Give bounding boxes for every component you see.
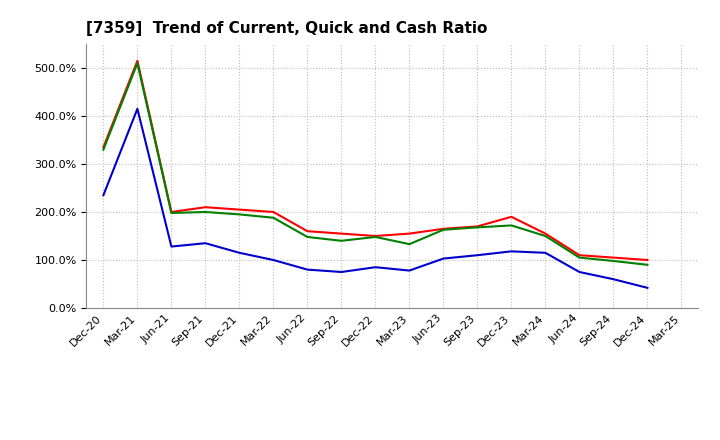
Current Ratio — [609, 255, 618, 260]
Cash Ratio — [507, 249, 516, 254]
Quick Ratio — [99, 147, 108, 152]
Cash Ratio — [439, 256, 448, 261]
Quick Ratio — [269, 215, 278, 220]
Line: Quick Ratio: Quick Ratio — [104, 63, 647, 265]
Current Ratio — [337, 231, 346, 236]
Quick Ratio — [575, 255, 584, 260]
Current Ratio — [473, 224, 482, 229]
Cash Ratio — [371, 264, 379, 270]
Cash Ratio — [99, 193, 108, 198]
Line: Current Ratio: Current Ratio — [104, 61, 647, 260]
Quick Ratio — [541, 233, 550, 238]
Cash Ratio — [643, 285, 652, 290]
Current Ratio — [507, 214, 516, 220]
Current Ratio — [643, 257, 652, 263]
Quick Ratio — [609, 258, 618, 264]
Quick Ratio — [405, 242, 414, 247]
Line: Cash Ratio: Cash Ratio — [104, 109, 647, 288]
Current Ratio — [371, 233, 379, 238]
Cash Ratio — [303, 267, 312, 272]
Current Ratio — [541, 231, 550, 236]
Current Ratio — [167, 209, 176, 215]
Current Ratio — [575, 253, 584, 258]
Current Ratio — [303, 228, 312, 234]
Quick Ratio — [167, 210, 176, 216]
Quick Ratio — [507, 223, 516, 228]
Cash Ratio — [167, 244, 176, 249]
Current Ratio — [439, 226, 448, 231]
Current Ratio — [133, 58, 142, 63]
Quick Ratio — [643, 262, 652, 268]
Current Ratio — [201, 205, 210, 210]
Cash Ratio — [609, 277, 618, 282]
Cash Ratio — [133, 106, 142, 111]
Cash Ratio — [575, 269, 584, 275]
Current Ratio — [235, 207, 243, 212]
Quick Ratio — [473, 225, 482, 230]
Cash Ratio — [541, 250, 550, 256]
Current Ratio — [269, 209, 278, 215]
Cash Ratio — [473, 253, 482, 258]
Quick Ratio — [371, 235, 379, 240]
Quick Ratio — [303, 235, 312, 240]
Cash Ratio — [235, 250, 243, 256]
Quick Ratio — [133, 61, 142, 66]
Text: [7359]  Trend of Current, Quick and Cash Ratio: [7359] Trend of Current, Quick and Cash … — [86, 21, 487, 36]
Quick Ratio — [201, 209, 210, 215]
Current Ratio — [405, 231, 414, 236]
Quick Ratio — [439, 227, 448, 232]
Cash Ratio — [269, 257, 278, 263]
Quick Ratio — [337, 238, 346, 243]
Cash Ratio — [337, 269, 346, 275]
Cash Ratio — [405, 268, 414, 273]
Cash Ratio — [201, 241, 210, 246]
Current Ratio — [99, 145, 108, 150]
Quick Ratio — [235, 212, 243, 217]
